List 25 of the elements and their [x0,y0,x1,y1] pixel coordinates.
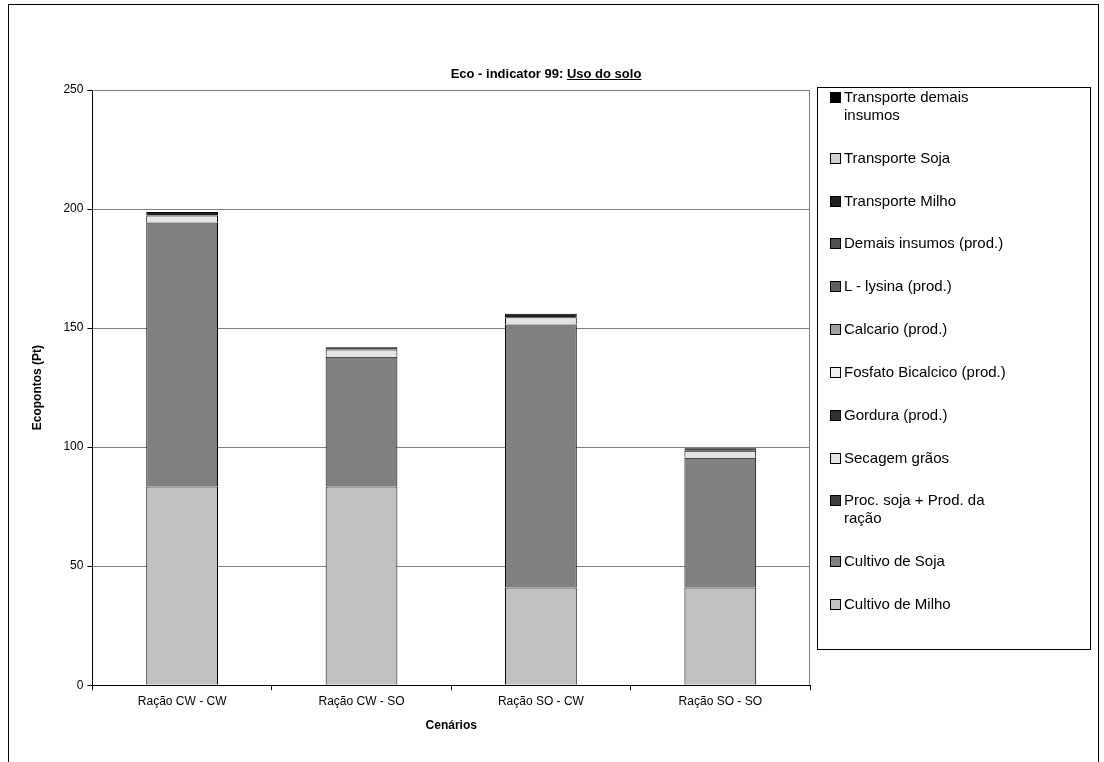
legend-label: Transporte Soja [844,148,952,167]
y-tick-label: 250 [63,82,84,97]
y-tick-label: 0 [76,677,84,692]
x-tick-label: Ração SO - SO [678,693,762,708]
legend-label: Cultivo de Soja [844,552,946,571]
legend-label: Gordura (prod.) [844,405,949,424]
legend-label: Cultivo de Milho [844,594,952,613]
legend-label: Proc. soja + Prod. da ração [844,491,986,528]
y-tick-label: 200 [63,201,84,216]
x-axis-title: Cenários [425,718,478,733]
x-tick-label: Ração CW - SO [318,693,405,708]
y-axis-title: Ecopontos (Pt) [29,344,44,431]
legend-label: Transporte Milho [844,191,957,210]
y-tick-label: 100 [63,439,84,454]
legend-label: Demais insumos (prod.) [844,234,1005,253]
legend-label: Secagem grãos [844,448,951,467]
x-tick-label: Ração SO - CW [497,693,585,708]
legend-label: Fosfato Bicalcico (prod.) [844,362,1007,381]
chart-title: Eco - indicator 99: Uso do solo [450,66,642,81]
legend-label: L - lysina (prod.) [844,277,953,296]
y-tick-label: 150 [63,320,84,335]
y-tick-label: 50 [70,558,84,573]
legend-label: Transporte demais insumos [844,88,970,124]
x-tick-label: Ração CW - CW [137,693,228,708]
legend-label: Calcario (prod.) [844,320,949,339]
